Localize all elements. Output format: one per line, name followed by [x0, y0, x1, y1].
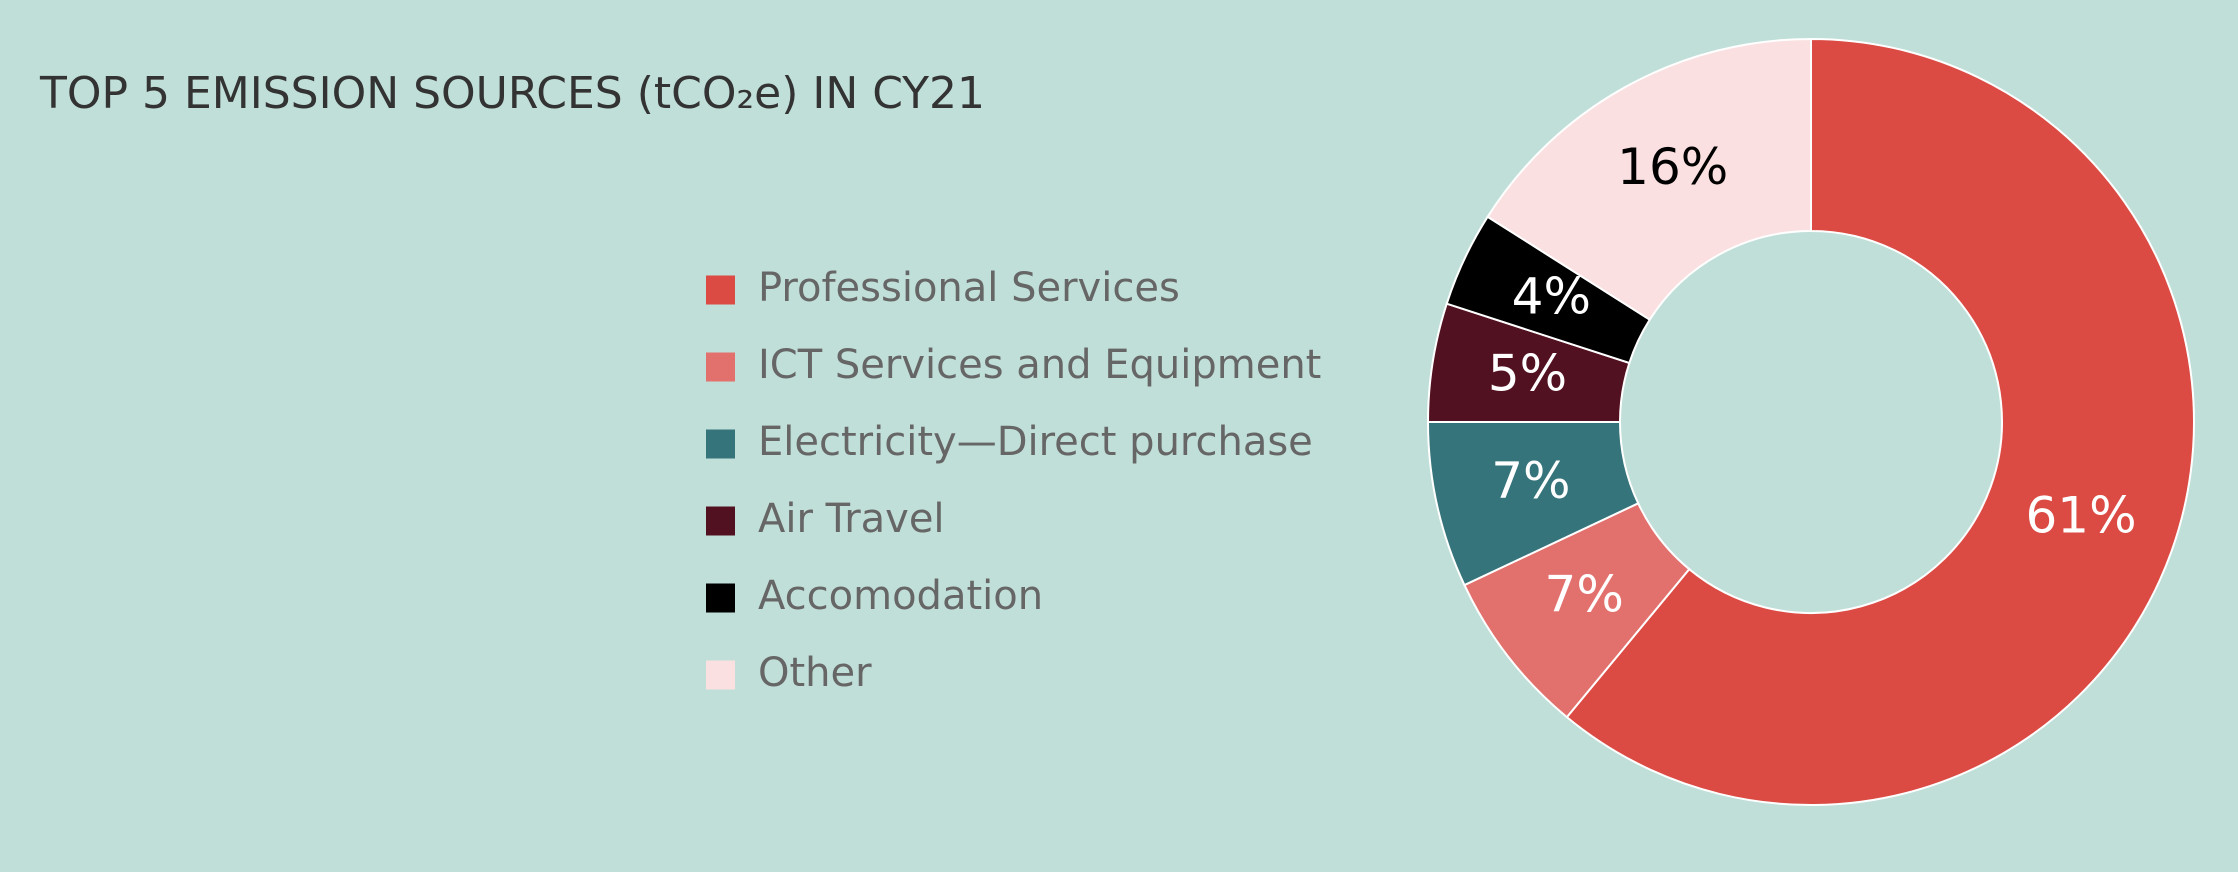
- legend-swatch: [706, 352, 735, 382]
- legend-swatch: [706, 429, 735, 459]
- donut-slice: [1486, 37, 1812, 322]
- legend-label: Accomodation: [758, 573, 1043, 619]
- chart-title: TOP 5 EMISSION SOURCES (tCO₂e) IN CY21: [39, 68, 985, 119]
- legend-label: Air Travel: [758, 496, 945, 542]
- legend-label: ICT Services and Equipment: [758, 342, 1321, 388]
- data-label: 4%: [1512, 267, 1591, 325]
- legend-label: Electricity—Direct purchase: [758, 419, 1313, 465]
- data-label: 5%: [1488, 345, 1567, 403]
- legend-label: Other: [758, 650, 872, 696]
- data-label: 61%: [2025, 487, 2136, 545]
- data-label: 7%: [1545, 565, 1624, 623]
- legend-swatch: [706, 583, 735, 613]
- legend-label: Professional Services: [758, 265, 1180, 311]
- legend-swatch: [706, 660, 735, 690]
- legend-swatch: [706, 506, 735, 536]
- legend-swatch: [706, 275, 735, 305]
- data-label: 16%: [1617, 138, 1728, 196]
- donut-slice: [1565, 37, 2195, 806]
- data-label: 7%: [1491, 452, 1570, 510]
